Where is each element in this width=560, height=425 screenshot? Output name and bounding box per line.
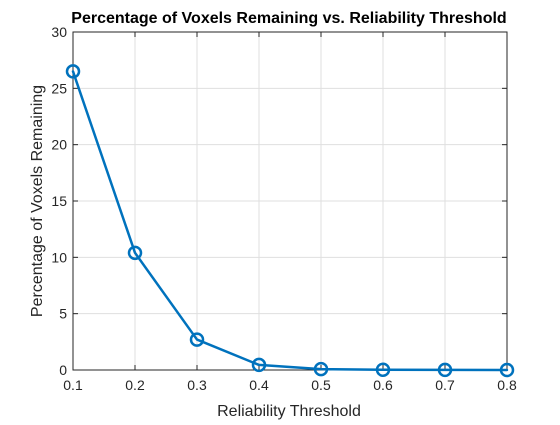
- x-tick-label: 0.4: [249, 377, 269, 393]
- data-point-marker: [189, 332, 205, 347]
- data-point-marker: [499, 362, 515, 378]
- y-tick-label: 30: [51, 24, 67, 40]
- data-point-marker: [375, 362, 391, 378]
- y-tick-label: 10: [51, 249, 67, 265]
- y-tick-label: 15: [51, 193, 67, 209]
- y-axis-label: Percentage of Voxels Remaining: [29, 85, 46, 317]
- x-tick-label: 0.2: [125, 377, 145, 393]
- x-tick-label: 0.7: [435, 377, 455, 393]
- plot-area: 0.1 0.2 0.3 0.4 0.5 0.6 0.7 0.8 0 5 10 15 20 25 30: [51, 24, 517, 393]
- data-point-marker: [127, 245, 143, 261]
- y-tick-label: 25: [51, 80, 67, 96]
- chart-title: Percentage of Voxels Remaining vs. Relia…: [71, 10, 506, 27]
- y-tick-label: 0: [59, 362, 67, 378]
- y-tick-label: 20: [51, 137, 67, 153]
- x-tick-label: 0.8: [497, 377, 517, 393]
- y-tick-label: 5: [59, 306, 67, 322]
- x-tick-label: 0.6: [373, 377, 393, 393]
- series-line: [71, 70, 509, 372]
- x-axis-label: Reliability Threshold: [217, 403, 361, 420]
- data-point-marker: [65, 64, 81, 79]
- data-point-marker: [251, 357, 267, 373]
- x-tick-label: 0.5: [311, 377, 331, 393]
- data-point-marker: [313, 361, 329, 377]
- x-tick-label: 0.3: [187, 377, 207, 393]
- x-tick-label: 0.1: [63, 377, 83, 393]
- data-point-marker: [437, 362, 453, 378]
